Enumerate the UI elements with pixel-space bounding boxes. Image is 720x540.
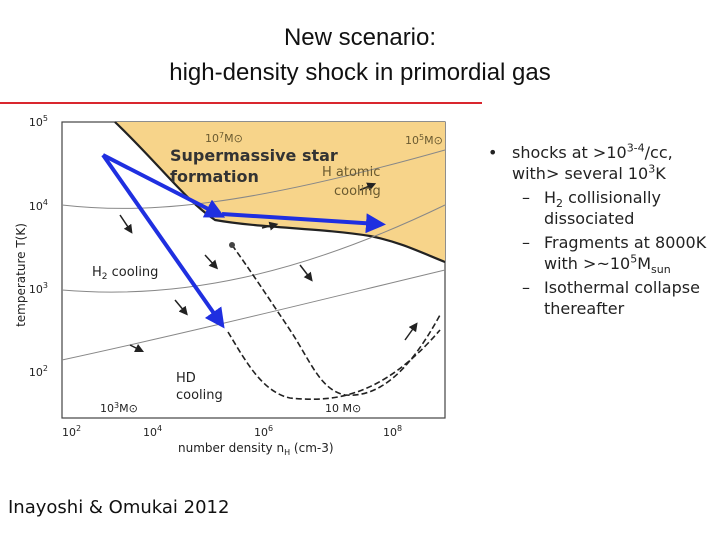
text-part: 8 xyxy=(397,424,402,433)
track xyxy=(231,244,441,396)
text-part: number density n xyxy=(178,441,284,455)
text-part: 10 xyxy=(325,402,343,415)
text-part: 4 xyxy=(157,424,162,433)
text-part: 2 xyxy=(76,424,81,433)
citation: Inayoshi & Omukai 2012 xyxy=(8,497,230,518)
text-part: Isothermal collapse thereafter xyxy=(544,278,700,318)
text-part: cooling xyxy=(108,265,159,280)
text-part: shocks at >10 xyxy=(512,143,627,162)
overlay-label: Supermassive star xyxy=(170,146,338,165)
atomic-region xyxy=(115,122,445,262)
track xyxy=(227,329,441,400)
sub-bullet: H2 collisionally dissociated xyxy=(482,187,714,229)
text-part: H xyxy=(284,448,290,457)
text-part: 3 xyxy=(43,281,48,290)
text-part: 10 xyxy=(62,426,76,439)
text-part: M⊙ xyxy=(224,132,243,145)
text-part: collisionally dissociated xyxy=(544,188,661,228)
x-tick-label: 102 xyxy=(62,424,81,439)
y-tick-label: 103 xyxy=(29,281,48,296)
sub-bullet: Isothermal collapse thereafter xyxy=(482,277,714,319)
jeans-line xyxy=(61,269,446,361)
text-part: 10 xyxy=(205,132,219,145)
text-part: 10 xyxy=(143,426,157,439)
region-label: cooling xyxy=(176,388,223,403)
y-axis-label: temperature T(K) xyxy=(14,223,28,327)
text-part: M⊙ xyxy=(343,402,362,415)
text-part: 10 xyxy=(254,426,268,439)
mass-label: 10 M⊙ xyxy=(325,402,361,415)
text-part: M⊙ xyxy=(424,134,443,147)
text-part: 4 xyxy=(43,198,48,207)
bullet: shocks at >103-4/cc, with> several 103K xyxy=(482,142,714,184)
region-label: H atomic xyxy=(322,165,380,180)
text-part: (cm-3) xyxy=(290,441,333,455)
mass-label: 107M⊙ xyxy=(205,131,243,145)
text-part: 7 xyxy=(219,131,224,140)
point xyxy=(229,242,235,248)
y-tick-label: 102 xyxy=(29,364,48,379)
text-part: 3-4 xyxy=(626,141,645,155)
overlay-label: formation xyxy=(170,167,259,186)
y-tick-label: 105 xyxy=(29,114,48,129)
x-tick-label: 106 xyxy=(254,424,273,439)
text-part: 10 xyxy=(29,366,43,379)
mass-label: 105M⊙ xyxy=(405,133,443,147)
x-tick-label: 108 xyxy=(383,424,402,439)
text-part: 5 xyxy=(630,252,638,266)
text-part: 2 xyxy=(43,364,48,373)
text-part: 5 xyxy=(419,133,424,142)
jeans-line xyxy=(61,204,446,293)
x-tick-label: 104 xyxy=(143,424,162,439)
text-part: 10 xyxy=(100,402,114,415)
figure: temperature T(K) 105 104 103 102 102 104… xyxy=(14,114,446,457)
text-part: 2 xyxy=(102,272,108,282)
text-part: 5 xyxy=(43,114,48,123)
text-part: sun xyxy=(651,263,671,277)
divider xyxy=(0,102,482,104)
title-line: New scenario: xyxy=(283,24,437,51)
region-label: HD xyxy=(176,371,196,386)
y-tick-label: 104 xyxy=(29,198,48,213)
text-part: Fragments at 8000K with >~10 xyxy=(544,233,707,273)
text-part: 10 xyxy=(29,283,43,296)
text-part: 3 xyxy=(648,162,656,176)
blue-arrows xyxy=(101,153,386,329)
region-label: cooling xyxy=(334,184,381,199)
text-part: M⊙ xyxy=(119,402,138,415)
text-part: 6 xyxy=(268,424,273,433)
text-part: 10 xyxy=(405,134,419,147)
text-part: /cc, with> several 10 xyxy=(512,143,673,183)
mass-label: 103M⊙ xyxy=(100,401,138,415)
text-part: H xyxy=(92,265,102,280)
bullets: shocks at >103-4/cc, with> several 103K … xyxy=(482,142,714,319)
title-line: high-density shock in primordial gas xyxy=(169,59,551,86)
text-part: K xyxy=(655,164,666,183)
text-part: 3 xyxy=(114,401,119,410)
text-part: 2 xyxy=(556,197,564,211)
text-part: H xyxy=(544,188,557,207)
text-part: 10 xyxy=(29,116,43,129)
sub-bullet: Fragments at 8000K with >~105Msun xyxy=(482,232,714,277)
text-part: 10 xyxy=(383,426,397,439)
flow-arrows xyxy=(119,182,418,353)
text-part: 10 xyxy=(29,200,43,213)
region-label: H2 cooling xyxy=(92,265,158,282)
x-axis-label: number density nH (cm-3) xyxy=(178,441,334,457)
text-part: M xyxy=(637,254,652,273)
